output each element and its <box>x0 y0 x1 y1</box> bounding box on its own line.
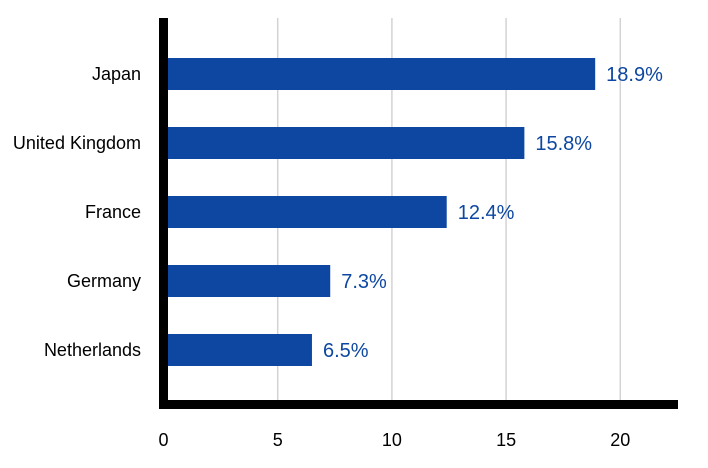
data-label-netherlands: 6.5% <box>323 340 369 362</box>
category-label-netherlands: Netherlands <box>44 340 141 360</box>
bars <box>168 58 596 366</box>
bar-united-kingdom <box>168 127 525 159</box>
bar-france <box>168 196 447 228</box>
data-label-united-kingdom: 15.8% <box>535 133 592 155</box>
category-label-france: France <box>85 202 141 222</box>
data-label-japan: 18.9% <box>606 64 663 86</box>
data-labels: 18.9% 15.8% 12.4% 7.3% 6.5% <box>323 64 663 362</box>
data-label-germany: 7.3% <box>341 271 387 293</box>
bar-germany <box>168 265 331 297</box>
x-tick-label-0: 0 <box>158 430 168 450</box>
x-tick-label-20: 20 <box>610 430 630 450</box>
data-label-france: 12.4% <box>458 202 515 224</box>
x-tick-labels: 0 5 10 15 20 <box>158 430 630 450</box>
axes <box>159 18 678 409</box>
x-tick-label-15: 15 <box>496 430 516 450</box>
bar-japan <box>168 58 596 90</box>
category-label-germany: Germany <box>67 271 141 291</box>
x-tick-label-10: 10 <box>382 430 402 450</box>
x-tick-label-5: 5 <box>273 430 283 450</box>
category-label-japan: Japan <box>92 64 141 84</box>
bar-netherlands <box>168 334 312 366</box>
category-labels: Japan United Kingdom France Germany Netherla… <box>13 64 141 360</box>
category-label-united-kingdom: United Kingdom <box>13 133 141 153</box>
